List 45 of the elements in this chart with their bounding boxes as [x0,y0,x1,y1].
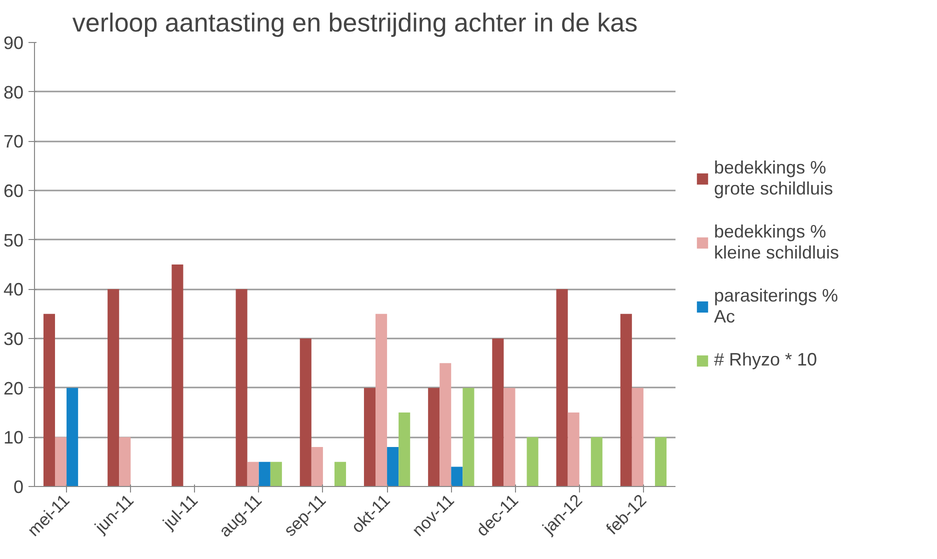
bar [270,462,282,486]
y-tick-label: 20 [3,378,24,398]
bar [387,447,399,486]
legend-label: # Rhyzo * 10 [714,350,818,370]
bar [440,363,452,486]
legend-label: bedekkings % kleine schildluis [714,222,840,264]
bar [492,338,504,486]
y-tick-label: 70 [3,132,24,152]
bar [398,412,410,486]
bar [55,437,67,486]
y-tick-label: 60 [3,181,24,201]
bar [620,314,632,486]
y-tick-label: 40 [3,280,24,300]
bar [568,412,580,486]
bar [462,388,474,486]
legend-label: parasiterings % Ac [714,286,838,328]
bar [258,462,270,486]
bar [300,338,312,486]
bar [632,388,644,486]
y-tick-label: 30 [3,329,24,349]
bar [526,437,538,486]
y-tick-label: 80 [3,82,24,102]
y-tick-label: 90 [3,33,24,53]
bar [504,388,516,486]
bar [590,437,602,486]
y-tick-label: 50 [3,230,24,250]
y-tick-label: 10 [3,428,24,448]
bar [428,388,440,486]
y-tick-label: 0 [13,477,24,497]
bar [43,314,56,486]
bar [108,289,120,486]
bar [236,289,248,486]
bar [364,388,376,486]
bar [247,462,259,486]
bar [654,437,667,486]
legend-label: bedekkings % grote schildluis [714,158,834,200]
bar [334,462,346,486]
bar [376,314,388,486]
bar [119,437,131,486]
bar [556,289,568,486]
bar [451,466,463,486]
chart-title: verloop aantasting en bestrijding achter in de kas [72,8,638,38]
bar [172,264,184,486]
bar [66,388,78,486]
bar [311,447,323,486]
